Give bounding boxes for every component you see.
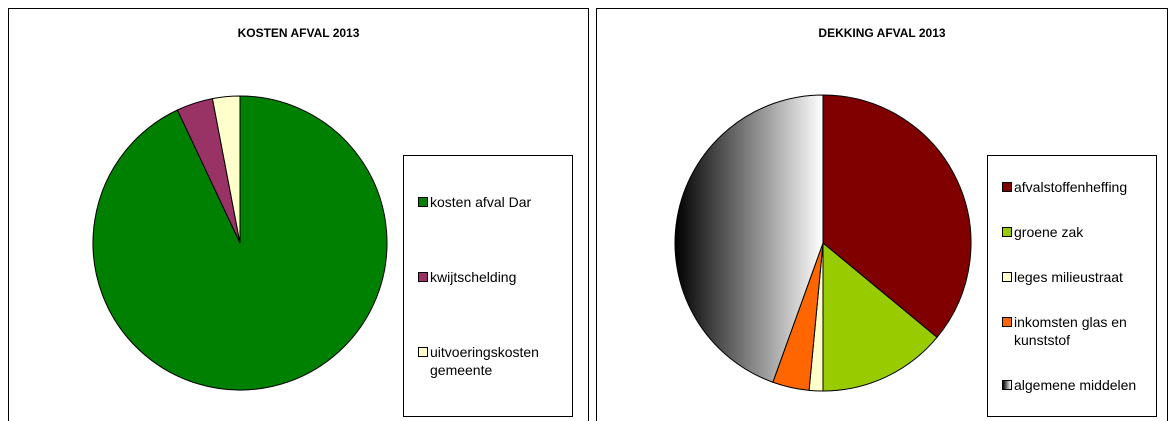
legend-swatch (418, 347, 428, 358)
legend-label: inkomsten glas en kunststof (1014, 314, 1127, 349)
legend-label: algemene middelen (1014, 377, 1137, 394)
pie-slice (822, 94, 972, 339)
legend: afvalstoffenheffing groene zak leges milie… (987, 155, 1157, 417)
chart-title: KOSTEN AFVAL 2013 (237, 26, 360, 40)
legend-swatch (1002, 226, 1012, 237)
legend: kosten afval Dar kwijtschelding uitvoering… (403, 155, 573, 417)
legend-item: groene zak (1002, 223, 1150, 241)
legend-label: kwijtschelding (430, 268, 517, 285)
legend-item: inkomsten glas en kunststof (1002, 313, 1150, 349)
pie-slice (674, 94, 824, 383)
legend-swatch (1002, 380, 1012, 391)
chart-panel: DEKKING AFVAL 2013 afvalstoffenheffing gro… (596, 8, 1168, 421)
legend-swatch (418, 271, 428, 282)
legend-item: uitvoeringskosten gemeente (418, 343, 566, 379)
legend-label: leges milieustraat (1014, 268, 1123, 285)
legend-swatch (418, 196, 428, 207)
pie-chart (674, 94, 972, 392)
legend-swatch (1002, 181, 1012, 192)
legend-label: afvalstoffenheffing (1014, 178, 1128, 195)
legend-item: leges milieustraat (1002, 268, 1150, 286)
legend-label: uitvoeringskosten gemeente (430, 344, 539, 379)
legend-label: kosten afval Dar (430, 193, 532, 210)
legend-label: groene zak (1014, 223, 1084, 240)
pie-chart (92, 95, 388, 391)
legend-swatch (1002, 317, 1012, 328)
legend-item: kosten afval Dar (418, 193, 566, 211)
pie-slice (822, 241, 938, 392)
pie-slice (211, 95, 241, 244)
chart-panel: KOSTEN AFVAL 2013 kosten afval Dar kwijtsc… (8, 8, 589, 421)
legend-item: kwijtschelding (418, 268, 566, 286)
legend-swatch (1002, 271, 1012, 282)
legend-item: afvalstoffenheffing (1002, 178, 1150, 196)
legend-item: algemene middelen (1002, 376, 1150, 394)
chart-title: DEKKING AFVAL 2013 (818, 26, 946, 40)
